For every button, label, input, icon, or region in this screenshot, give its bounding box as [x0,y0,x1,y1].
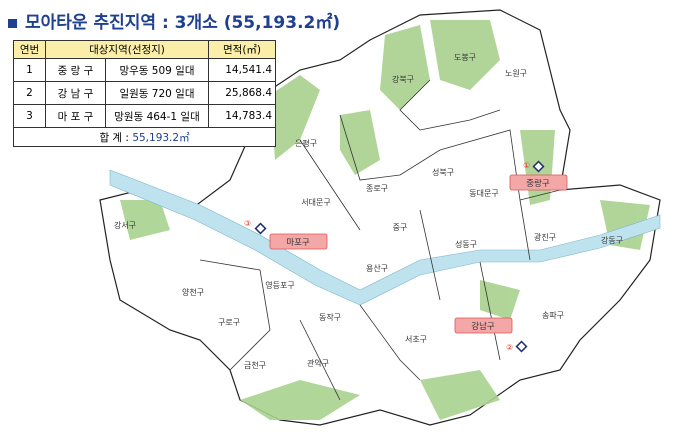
district-label: 성동구 [455,240,477,249]
cell-no: 2 [13,81,46,105]
district-label: 서대문구 [301,198,330,207]
district-label: 강동구 [601,235,623,245]
district-label: 구로구 [218,318,240,327]
district-borders [199,79,561,401]
district-label: 금천구 [244,360,266,370]
cell-site: 망원동 464-1 일대 [104,104,210,128]
district-label: 송파구 [542,311,564,320]
district-label: 중구 [393,223,408,232]
district-label: 광진구 [534,232,556,242]
highlight-mapo: 마포구 ③ [244,219,328,250]
district-label: 성북구 [432,168,454,177]
title-text: 모아타운 추진지역 : 3개소 (55,193.2㎡) [25,13,341,33]
district-labels: 도봉구 노원구 강북구 은평구 성북구 종로구 동대문구 서대문구 중구 성동구… [114,53,623,370]
diamond-marker-icon [254,222,267,235]
cell-area: 14,783.4 [208,104,277,128]
district-label: 강서구 [114,220,136,230]
col-header: 대상지역(선정지) [44,40,210,59]
marker-number: ③ [244,219,251,228]
total-label: 합 계 : [99,131,133,144]
marker-number: ① [523,161,530,170]
cell-site: 일원동 720 일대 [104,81,210,105]
city-outline [99,9,661,426]
cell-area: 25,868.4 [208,81,277,105]
district-label: 용산구 [366,263,388,273]
highlight-label: 중랑구 [526,178,550,189]
marker-number: ② [506,343,513,352]
page-title: 모아타운 추진지역 : 3개소 (55,193.2㎡) [8,8,340,33]
district-label: 양천구 [182,287,204,297]
col-header: 연번 [13,40,46,59]
highlight-gangnam: 강남구 ② [454,317,528,353]
cell-area: 14,541.4 [208,58,277,82]
district-label: 도봉구 [454,53,476,62]
col-header: 면적(㎡) [208,40,277,59]
han-river [109,169,661,306]
district-label: 서초구 [405,335,427,344]
bullet-square-icon [8,18,17,28]
total-value: 55,193.2㎡ [132,131,190,144]
table-header-row: 연번 대상지역(선정지) 면적(㎡) [13,40,277,59]
highlight-jungnang: 중랑구 ① [509,160,568,191]
table-total-row: 합 계 : 55,193.2㎡ [12,127,277,147]
cell-site: 망우동 509 일대 [104,58,210,82]
district-label: 종로구 [366,184,388,193]
cell-district: 중 랑 구 [45,58,106,82]
district-label: 동작구 [319,312,341,322]
district-label: 관악구 [307,358,329,368]
cell-no: 1 [13,58,46,82]
diamond-marker-icon [515,340,528,353]
district-label: 은평구 [295,138,317,148]
cell-district: 마 포 구 [45,104,106,128]
district-label: 노원구 [505,69,527,78]
cell-no: 3 [13,104,46,128]
district-label: 영등포구 [265,280,294,290]
highlight-label: 강남구 [471,321,495,332]
diamond-marker-icon [532,160,545,173]
district-label: 동대문구 [469,189,498,198]
district-label: 강북구 [392,74,414,84]
cell-district: 강 남 구 [45,81,106,105]
highlight-label: 마포구 [286,238,310,248]
